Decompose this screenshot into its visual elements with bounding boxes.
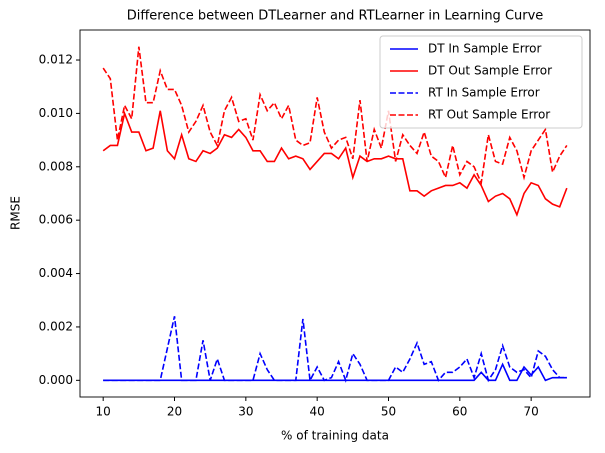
plot-frame xyxy=(79,29,591,398)
legend-label: RT Out Sample Error xyxy=(428,108,550,122)
y-axis-label: RMSE xyxy=(9,196,23,230)
y-tick-label: 0.008 xyxy=(39,159,73,173)
x-tick-label: 10 xyxy=(96,405,111,419)
y-tick-label: 0.006 xyxy=(39,213,73,227)
line-series xyxy=(102,46,568,186)
legend: DT In Sample Error DT Out Sample Error RT … xyxy=(379,35,583,129)
x-axis-label: % of training data xyxy=(281,429,389,443)
x-tick-label: 40 xyxy=(310,405,325,419)
chart-title: Difference between DTLearner and RTLearn… xyxy=(127,9,544,24)
y-tick-label: 0.002 xyxy=(39,319,73,333)
y-tick-label: 0.010 xyxy=(39,106,73,120)
x-tick-label: 20 xyxy=(167,405,182,419)
legend-label: DT In Sample Error xyxy=(428,42,541,56)
legend-label: DT Out Sample Error xyxy=(428,64,552,78)
line-series xyxy=(103,362,567,382)
legend-label: RT In Sample Error xyxy=(428,86,540,100)
line-series xyxy=(102,110,568,218)
x-tick-label: 70 xyxy=(524,405,539,419)
x-tick-label: 30 xyxy=(238,405,253,419)
x-tick-label: 60 xyxy=(452,405,467,419)
x-tick-label: 50 xyxy=(381,405,396,419)
y-tick-label: 0.004 xyxy=(39,266,73,280)
legend-box xyxy=(379,35,583,129)
y-tick-label: 0.000 xyxy=(39,373,73,387)
line-series xyxy=(103,316,567,383)
y-tick-label: 0.012 xyxy=(39,53,73,67)
